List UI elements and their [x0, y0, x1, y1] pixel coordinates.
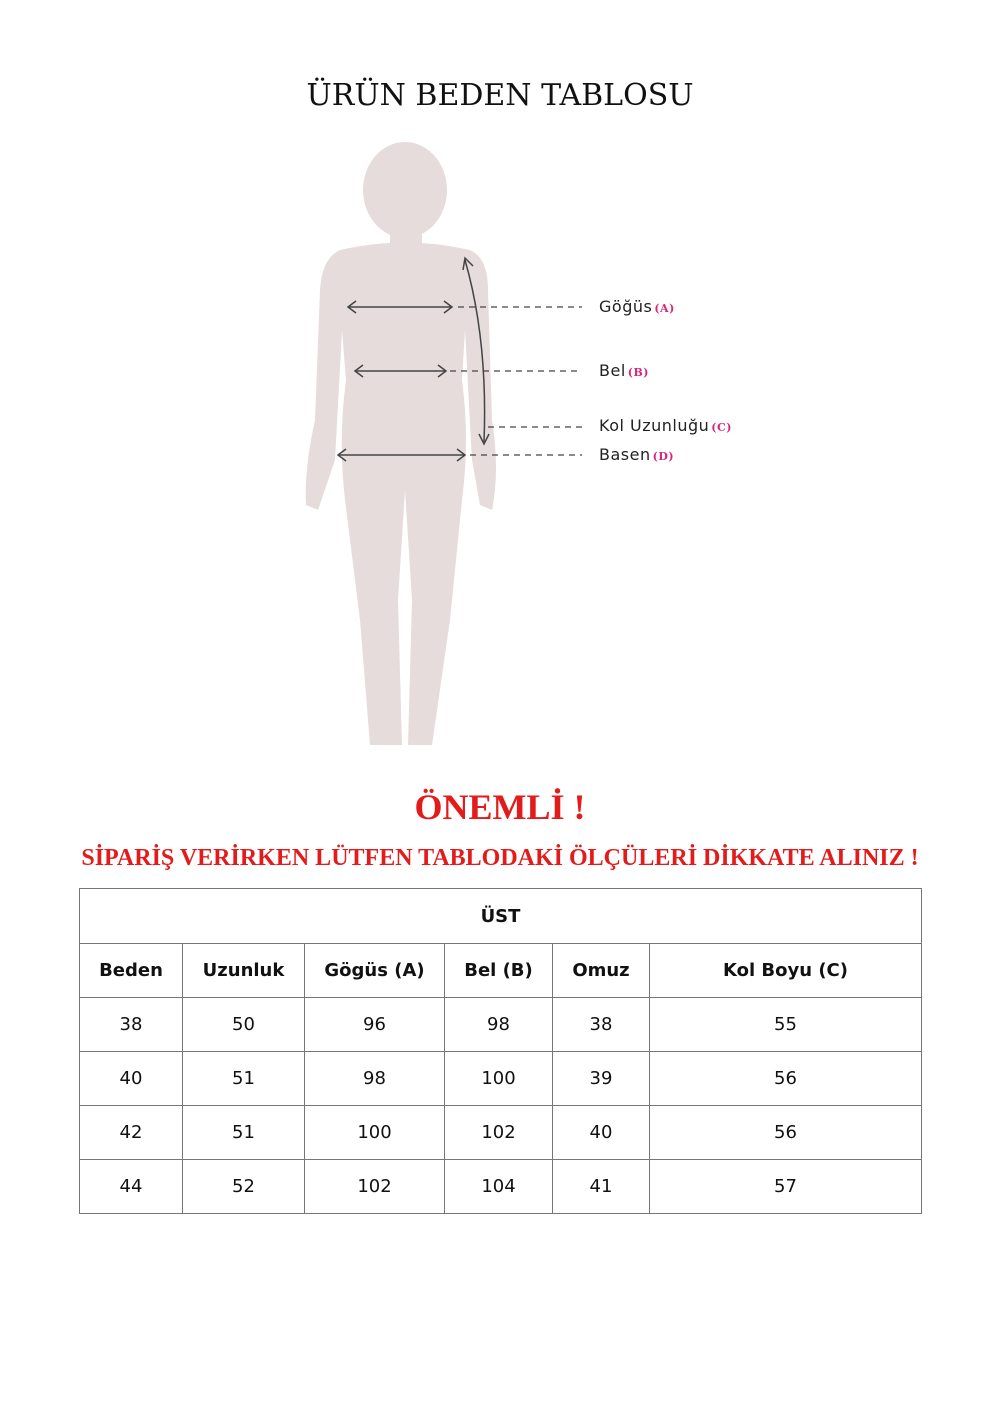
label-tag: (D)	[652, 450, 675, 463]
table-cell: 57	[649, 1159, 922, 1214]
table-cell: 102	[444, 1105, 553, 1160]
table-cell: 42	[79, 1105, 183, 1160]
table-cell: 39	[552, 1051, 650, 1106]
section-header: ÜST	[79, 888, 922, 944]
header-kol-boyu: Kol Boyu (C)	[649, 943, 922, 998]
table-cell: 55	[649, 997, 922, 1052]
header-row: Beden Uzunluk Gögüs (A) Bel (B) Omuz Kol…	[79, 943, 922, 998]
table-cell: 56	[649, 1105, 922, 1160]
table-cell: 38	[552, 997, 650, 1052]
table-cell: 44	[79, 1159, 183, 1214]
notice-message: SİPARİŞ VERİRKEN LÜTFEN TABLODAKİ ÖLÇÜLE…	[81, 845, 919, 871]
header-gogus: Gögüs (A)	[304, 943, 445, 998]
table-cell: 98	[444, 997, 553, 1052]
table-cell: 40	[79, 1051, 183, 1106]
header-beden: Beden	[79, 943, 183, 998]
table-cell: 38	[79, 997, 183, 1052]
label-waist: Bel (B)	[599, 361, 649, 380]
label-text: Kol Uzunluğu	[599, 416, 710, 435]
table-row: 44 52 102 104 41 57	[79, 1159, 922, 1214]
label-tag: (A)	[654, 302, 675, 315]
table-cell: 51	[182, 1051, 305, 1106]
table-cell: 56	[649, 1051, 922, 1106]
label-sleeve-length: Kol Uzunluğu (C)	[599, 416, 732, 435]
section-row: ÜST	[79, 888, 922, 944]
size-table: ÜST Beden Uzunluk Gögüs (A) Bel (B) Omuz…	[79, 888, 922, 1214]
label-text: Bel	[599, 361, 626, 380]
table-cell: 96	[304, 997, 445, 1052]
table-cell: 50	[182, 997, 305, 1052]
table-cell: 98	[304, 1051, 445, 1106]
table-cell: 52	[182, 1159, 305, 1214]
label-tag: (C)	[711, 421, 732, 434]
table-cell: 104	[444, 1159, 553, 1214]
notice-heading: ÖNEMLİ !	[414, 787, 586, 827]
table-cell: 40	[552, 1105, 650, 1160]
label-tag: (B)	[627, 366, 649, 379]
table-cell: 41	[552, 1159, 650, 1214]
silhouette	[305, 142, 496, 745]
label-text: Basen	[599, 445, 651, 464]
header-uzunluk: Uzunluk	[182, 943, 305, 998]
table-cell: 102	[304, 1159, 445, 1214]
header-omuz: Omuz	[552, 943, 650, 998]
label-text: Göğüs	[599, 297, 653, 316]
table-cell: 100	[444, 1051, 553, 1106]
header-bel: Bel (B)	[444, 943, 553, 998]
page-title: ÜRÜN BEDEN TABLOSU	[306, 78, 694, 113]
label-chest: Göğüs (A)	[599, 297, 675, 316]
table-row: 38 50 96 98 38 55	[79, 997, 922, 1052]
table-cell: 51	[182, 1105, 305, 1160]
table-row: 40 51 98 100 39 56	[79, 1051, 922, 1106]
sleeve-arrow	[464, 259, 486, 443]
table-row: 42 51 100 102 40 56	[79, 1105, 922, 1160]
label-hip: Basen (D)	[599, 445, 674, 464]
table-cell: 100	[304, 1105, 445, 1160]
body-silhouette-figure	[305, 142, 582, 745]
